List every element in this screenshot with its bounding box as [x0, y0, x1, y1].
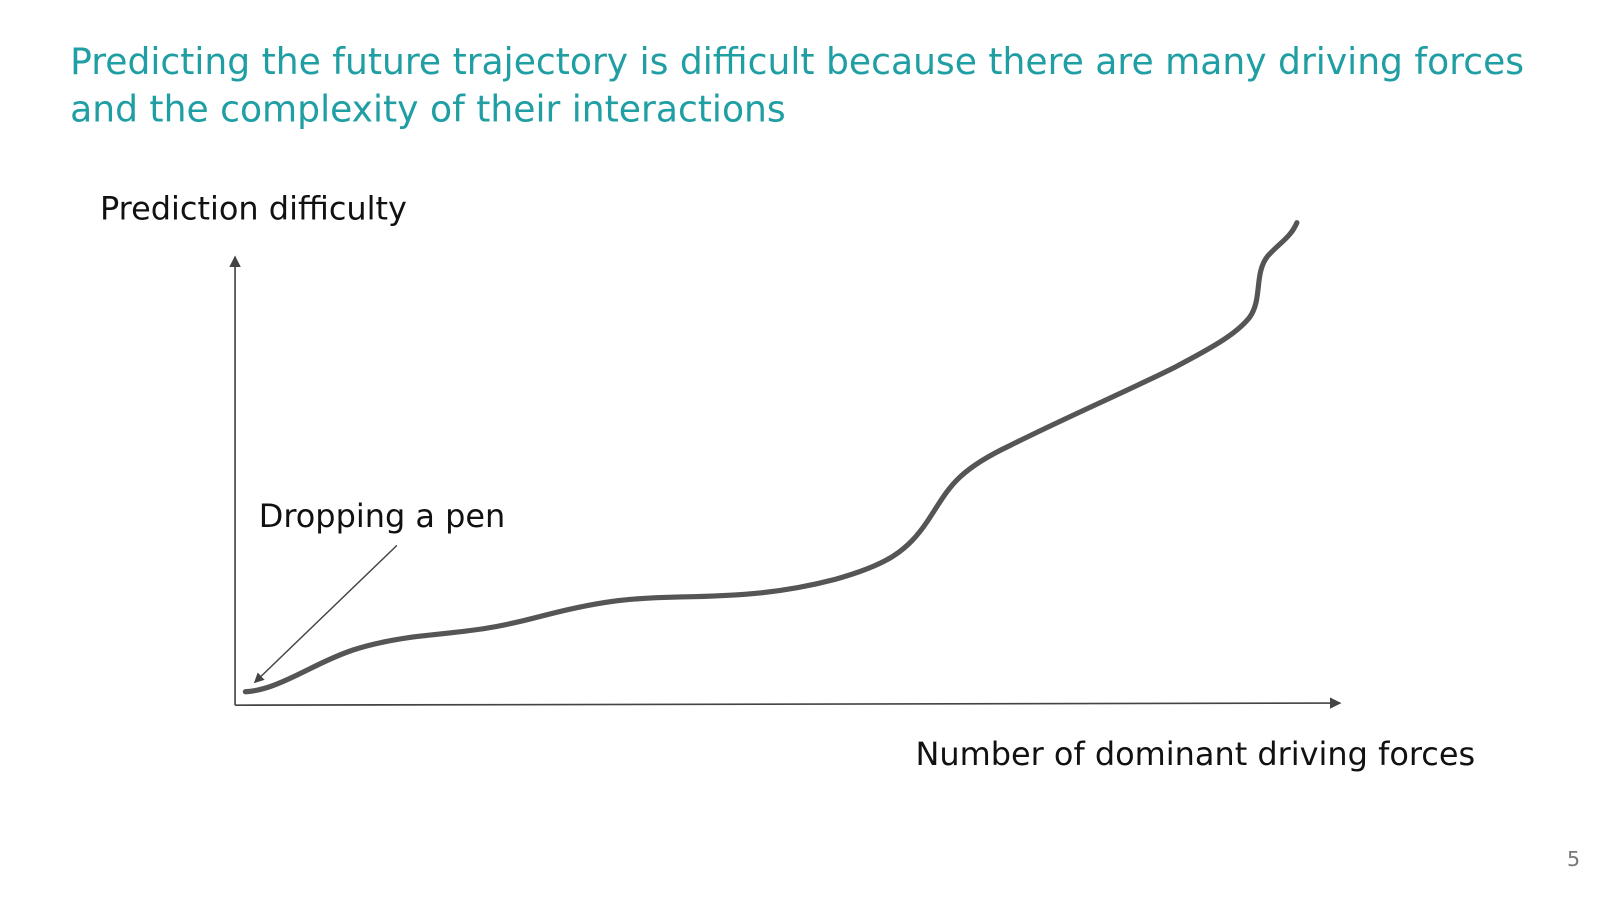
title-line: Predicting the future trajectory is diff… — [70, 41, 1524, 83]
trend-curve — [242, 220, 1300, 695]
title-line: and the complexity of their interactions — [70, 89, 786, 131]
x-axis-label: Number of dominant driving forces — [915, 735, 1475, 773]
annotation-arrow — [253, 544, 398, 684]
y-axis-label: Prediction difficulty — [100, 190, 407, 228]
annotation: Dropping a pen — [259, 497, 506, 535]
x-axis — [235, 697, 1342, 709]
page-number: 5 — [1567, 847, 1580, 871]
